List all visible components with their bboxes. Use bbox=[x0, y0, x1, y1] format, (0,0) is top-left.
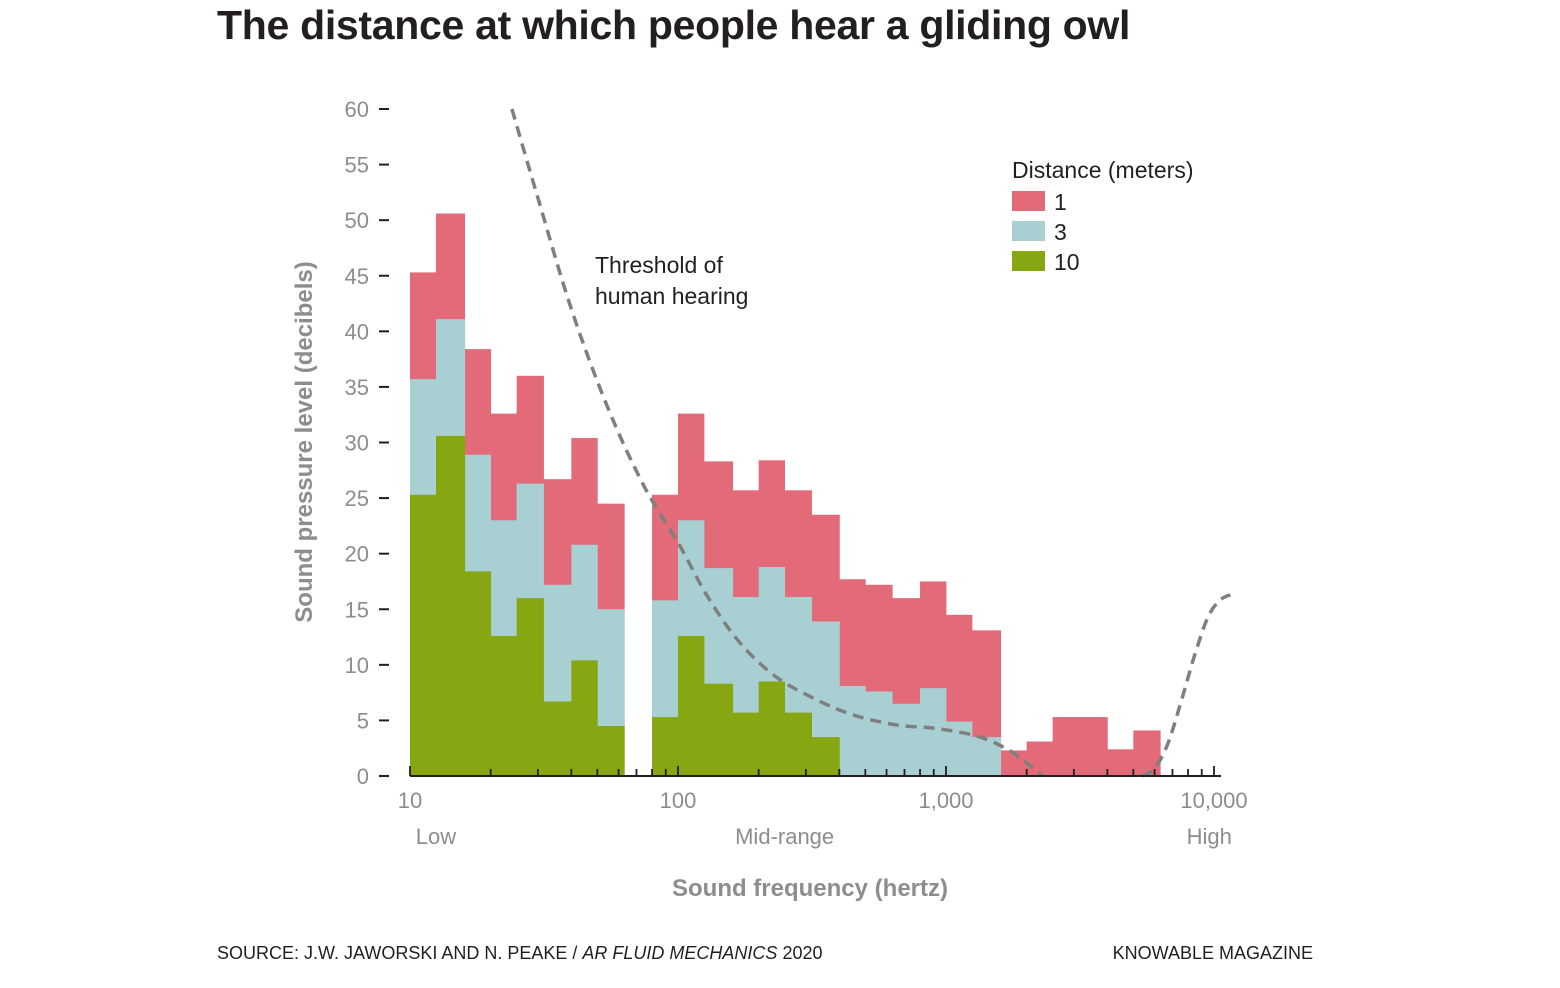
legend-label-10: 10 bbox=[1054, 249, 1080, 275]
y-tick-label-30: 30 bbox=[345, 431, 369, 456]
threshold-line-high bbox=[1141, 593, 1232, 778]
bar-10m-13 bbox=[758, 681, 786, 776]
legend: Distance (meters) 1 3 10 bbox=[1012, 157, 1193, 275]
y-tick-label-15: 15 bbox=[345, 597, 369, 622]
bar-10m-7 bbox=[597, 725, 625, 776]
bar-10m-2 bbox=[464, 571, 492, 776]
legend-label-1: 1 bbox=[1054, 189, 1067, 215]
x-tick-label-100: 100 bbox=[660, 788, 697, 813]
bar-10m-5 bbox=[543, 701, 572, 776]
bar-1m-24 bbox=[1052, 717, 1080, 776]
threshold-annotation-line-1: Threshold of bbox=[595, 252, 723, 278]
bar-10m-6 bbox=[571, 660, 598, 776]
x-range-label-low: Low bbox=[416, 824, 456, 849]
bar-3m-18 bbox=[892, 703, 921, 776]
bar-10m-15 bbox=[811, 737, 840, 776]
bar-1m-25 bbox=[1079, 717, 1108, 776]
chart-title: The distance at which people hear a glid… bbox=[217, 2, 1131, 48]
bar-10m-4 bbox=[516, 598, 544, 776]
y-tick-label-55: 55 bbox=[345, 153, 369, 178]
bar-10m-1 bbox=[435, 435, 466, 776]
source-journal: AR FLUID MECHANICS bbox=[582, 943, 778, 963]
x-tick-label-10000: 10,000 bbox=[1180, 788, 1247, 813]
y-tick-label-60: 60 bbox=[345, 97, 369, 122]
annotation: Threshold of human hearing bbox=[595, 252, 748, 309]
threshold-annotation-line-2: human hearing bbox=[595, 283, 748, 309]
x-tick-label-10: 10 bbox=[398, 788, 422, 813]
bar-10m-11 bbox=[703, 683, 734, 776]
bar-3m-16 bbox=[839, 685, 866, 776]
x-range-label-high: High bbox=[1187, 824, 1232, 849]
y-tick-label-0: 0 bbox=[357, 764, 369, 789]
y-tick-label-45: 45 bbox=[345, 264, 369, 289]
x-range-label-mid-range: Mid-range bbox=[735, 824, 834, 849]
source-prefix: SOURCE: J.W. JAWORSKI AND N. PEAKE / bbox=[217, 943, 583, 963]
bar-10m-3 bbox=[490, 635, 518, 776]
bar-10m-14 bbox=[784, 712, 812, 776]
y-axis-title: Sound pressure level (decibels) bbox=[291, 261, 318, 622]
y-tick-label-20: 20 bbox=[345, 542, 369, 567]
y-tick-label-25: 25 bbox=[345, 486, 369, 511]
source-year: 2020 bbox=[777, 943, 823, 963]
legend-swatch-1 bbox=[1012, 191, 1045, 211]
threshold-curve bbox=[510, 108, 1232, 778]
source-credit: SOURCE: J.W. JAWORSKI AND N. PEAKE / AR … bbox=[217, 943, 822, 964]
threshold-line-low bbox=[510, 108, 1044, 778]
y-tick-label-35: 35 bbox=[345, 375, 369, 400]
legend-swatch-3 bbox=[1012, 221, 1045, 241]
legend-title: Distance (meters) bbox=[1012, 157, 1193, 183]
axes: 0 5 10 15 20 25 30 35 40 45 50 55 60 10 100 1,000 10,000… bbox=[291, 97, 1248, 902]
legend-label-3: 3 bbox=[1054, 219, 1067, 245]
bar-1m-27 bbox=[1133, 730, 1161, 776]
bar-10m-10 bbox=[678, 635, 705, 776]
brand-credit: KNOWABLE MAGAZINE bbox=[1112, 943, 1313, 963]
y-tick-label-10: 10 bbox=[345, 653, 369, 678]
x-tick-label-1000: 1,000 bbox=[918, 788, 973, 813]
x-axis-title: Sound frequency (hertz) bbox=[672, 875, 948, 902]
bars bbox=[410, 213, 1161, 776]
y-tick-label-40: 40 bbox=[345, 319, 369, 344]
bar-10m-0 bbox=[410, 494, 437, 776]
bar-1m-26 bbox=[1107, 749, 1134, 776]
y-tick-label-5: 5 bbox=[357, 708, 369, 733]
bar-3m-17 bbox=[865, 691, 893, 776]
bar-10m-12 bbox=[732, 712, 760, 776]
legend-swatch-10 bbox=[1012, 251, 1045, 271]
y-tick-label-50: 50 bbox=[345, 208, 369, 233]
bar-10m-9 bbox=[652, 717, 679, 776]
bar-3m-19 bbox=[920, 688, 947, 776]
bar-1m-23 bbox=[1026, 741, 1054, 776]
